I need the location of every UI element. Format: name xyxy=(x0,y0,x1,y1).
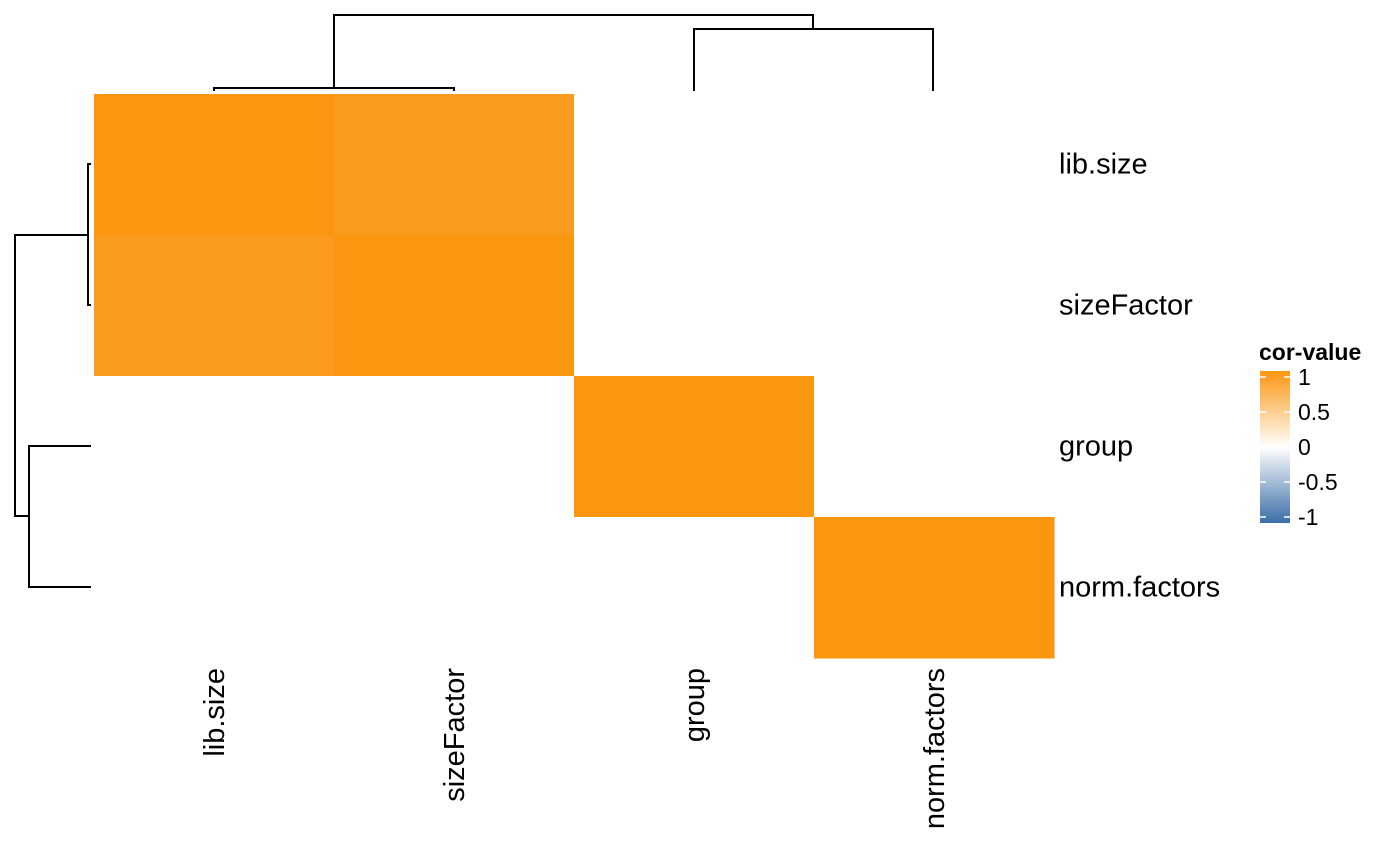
heatmap-cell xyxy=(334,235,575,377)
dendrogram-branch xyxy=(213,87,455,91)
heatmap-cell xyxy=(574,235,815,377)
legend-tick-label: 0 xyxy=(1298,434,1311,460)
legend-title: cor-value xyxy=(1259,339,1361,365)
column-label: group xyxy=(679,668,711,742)
heatmap-cell xyxy=(94,517,335,659)
heatmap-cell xyxy=(94,94,335,236)
heatmap-cell xyxy=(814,376,1055,518)
row-label: norm.factors xyxy=(1059,572,1220,604)
row-label: lib.size xyxy=(1059,149,1148,181)
heatmap-cell xyxy=(334,94,575,236)
heatmap-cell xyxy=(814,235,1055,377)
column-labels: lib.size sizeFactor group norm.factors xyxy=(199,668,951,830)
column-label: norm.factors xyxy=(919,668,951,829)
row-label: group xyxy=(1059,431,1133,463)
dendrogram-branch xyxy=(14,234,88,517)
heatmap-cell xyxy=(334,517,575,659)
column-label: sizeFactor xyxy=(439,668,471,802)
heatmap-cell xyxy=(574,94,815,236)
column-dendrogram xyxy=(213,14,934,91)
legend-tick-label: -1 xyxy=(1298,504,1318,530)
row-labels: lib.size sizeFactor group norm.factors xyxy=(1059,149,1220,604)
legend-tick-label: 0.5 xyxy=(1298,399,1330,425)
dendrogram-branch xyxy=(333,14,814,88)
legend-ticks: 1 0.5 0 -0.5 -1 xyxy=(1260,364,1338,530)
heatmap-cell xyxy=(94,376,335,518)
heatmap-cell xyxy=(814,94,1055,236)
heatmap-cell xyxy=(574,517,815,659)
row-dendrogram xyxy=(14,163,91,588)
heatmap-cell xyxy=(574,376,815,518)
heatmap-cells xyxy=(94,94,1055,659)
dendrogram-branch xyxy=(28,445,91,588)
dendrogram-branch xyxy=(693,28,934,91)
legend-tick-label: 1 xyxy=(1298,364,1311,390)
column-label: lib.size xyxy=(199,668,231,757)
row-label: sizeFactor xyxy=(1059,290,1193,322)
legend-tick-label: -0.5 xyxy=(1298,469,1338,495)
heatmap-cell xyxy=(814,517,1055,659)
heatmap-cell xyxy=(334,376,575,518)
heatmap-cell xyxy=(94,235,335,377)
color-legend: cor-value 1 0.5 0 -0.5 -1 xyxy=(1259,339,1361,530)
dendrogram-branch xyxy=(87,163,91,306)
